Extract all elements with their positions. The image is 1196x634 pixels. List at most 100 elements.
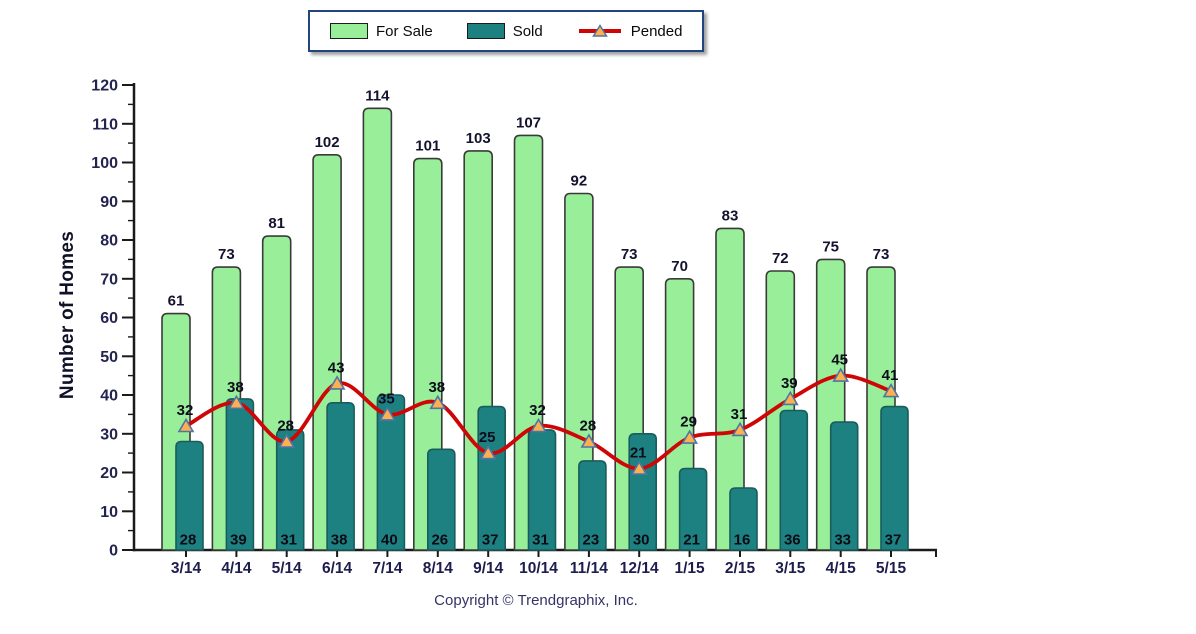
y-tick-label: 30 — [100, 426, 118, 443]
sold-value-label: 40 — [381, 532, 398, 549]
sold-bar — [880, 405, 909, 551]
pended-marker — [630, 460, 648, 475]
sold-bar — [275, 429, 305, 551]
legend-item-for-sale: For Sale — [330, 23, 433, 40]
pended-value-label: 38 — [428, 379, 445, 396]
y-tick-label: 10 — [100, 504, 118, 521]
for-sale-value-label: 102 — [315, 134, 340, 151]
x-tick-label: 3/14 — [171, 560, 202, 577]
pended-value-label: 45 — [831, 352, 848, 369]
y-tick-label: 0 — [109, 543, 118, 560]
pended-marker — [429, 394, 447, 410]
pended-value-label: 35 — [378, 390, 395, 407]
y-tick-label: 60 — [100, 310, 118, 327]
sold-bar — [628, 433, 657, 551]
pended-marker — [882, 383, 900, 398]
sold-bar — [578, 460, 607, 551]
x-tick-label: 10/14 — [519, 560, 558, 577]
sold-value-label: 33 — [834, 532, 851, 549]
pended-marker — [530, 417, 547, 433]
pended-value-label: 31 — [731, 406, 748, 423]
pended-marker — [228, 394, 245, 410]
for-sale-value-label: 61 — [168, 293, 185, 310]
sold-value-label: 37 — [885, 532, 902, 549]
pended-marker — [731, 421, 749, 437]
y-tick-label: 110 — [92, 116, 118, 133]
x-tick-label: 7/14 — [372, 560, 403, 577]
pended-value-label: 38 — [227, 379, 244, 396]
legend-item-sold: Sold — [466, 22, 543, 40]
pended-marker — [781, 390, 799, 406]
for-sale-value-label: 107 — [516, 114, 541, 131]
for-sale-value-label: 114 — [365, 87, 390, 104]
x-tick-label: 2/15 — [725, 560, 756, 577]
x-tick-label: 12/14 — [620, 560, 659, 577]
legend-label-sold: Sold — [512, 22, 543, 40]
y-tick-label: 80 — [100, 233, 118, 250]
x-tick-label: 5/15 — [876, 560, 907, 577]
x-tick-label: 1/15 — [675, 560, 706, 577]
for-sale-swatch-icon — [330, 23, 368, 39]
y-tick-label: 50 — [100, 349, 118, 366]
sold-value-label: 30 — [633, 532, 650, 549]
legend-label-for-sale: For Sale — [376, 22, 433, 40]
x-tick-label: 4/14 — [221, 560, 252, 577]
pended-value-label: 28 — [580, 418, 597, 435]
for-sale-value-label: 103 — [466, 130, 491, 147]
sold-value-label: 31 — [532, 532, 549, 549]
for-sale-value-label: 101 — [415, 138, 440, 155]
for-sale-value-label: 75 — [822, 238, 839, 255]
sold-bar — [729, 487, 758, 551]
sold-value-label: 16 — [734, 532, 751, 549]
legend: For Sale Sold Pended — [308, 10, 705, 52]
sold-value-label: 38 — [331, 532, 348, 549]
y-axis-title: Number of Homes — [57, 230, 78, 400]
pended-marker — [580, 433, 598, 448]
pended-marker — [177, 417, 195, 433]
y-tick-label: 70 — [100, 271, 118, 288]
pended-marker — [681, 429, 698, 444]
y-tick-label: 120 — [91, 78, 118, 95]
sold-value-label: 28 — [180, 532, 197, 549]
pended-marker — [278, 433, 296, 448]
sold-value-label: 26 — [431, 532, 448, 549]
sold-bar — [527, 429, 557, 551]
for-sale-value-label: 92 — [571, 173, 588, 190]
pended-line — [184, 373, 893, 471]
pended-line-icon — [577, 23, 623, 39]
sold-bar — [477, 405, 506, 551]
pended-value-label: 43 — [328, 359, 345, 376]
sold-value-label: 37 — [482, 532, 499, 549]
for-sale-value-label: 73 — [621, 246, 638, 263]
pended-value-label: 41 — [882, 367, 899, 384]
sold-bar — [779, 409, 809, 551]
sold-bar — [376, 394, 406, 551]
pended-value-label: 21 — [630, 445, 647, 462]
x-tick-label: 3/15 — [775, 560, 806, 577]
sold-value-label: 23 — [583, 532, 600, 549]
pended-marker — [328, 375, 346, 390]
sold-value-label: 21 — [683, 532, 700, 549]
y-tick-label: 20 — [100, 465, 118, 482]
pended-marker — [479, 445, 497, 460]
x-tick-label: 6/14 — [322, 560, 353, 577]
sold-bar — [175, 440, 204, 551]
sold-value-label: 39 — [230, 532, 247, 549]
pended-value-label: 32 — [529, 402, 546, 419]
pended-value-label: 32 — [177, 402, 194, 419]
pended-value-label: 28 — [277, 418, 294, 435]
pended-value-label: 25 — [479, 429, 496, 446]
copyright-text: Copyright © Trendgraphix, Inc. — [434, 592, 638, 609]
x-tick-label: 5/14 — [272, 560, 303, 577]
pended-value-label: 29 — [680, 414, 697, 431]
legend-item-pended: Pended — [577, 23, 682, 40]
for-sale-value-label: 72 — [772, 250, 789, 267]
for-sale-value-label: 83 — [722, 207, 739, 224]
pended-value-label: 39 — [781, 375, 798, 392]
x-tick-label: 8/14 — [423, 560, 454, 577]
y-tick-label: 40 — [100, 388, 118, 405]
sold-swatch-icon — [466, 23, 505, 39]
pended-marker — [379, 406, 396, 421]
